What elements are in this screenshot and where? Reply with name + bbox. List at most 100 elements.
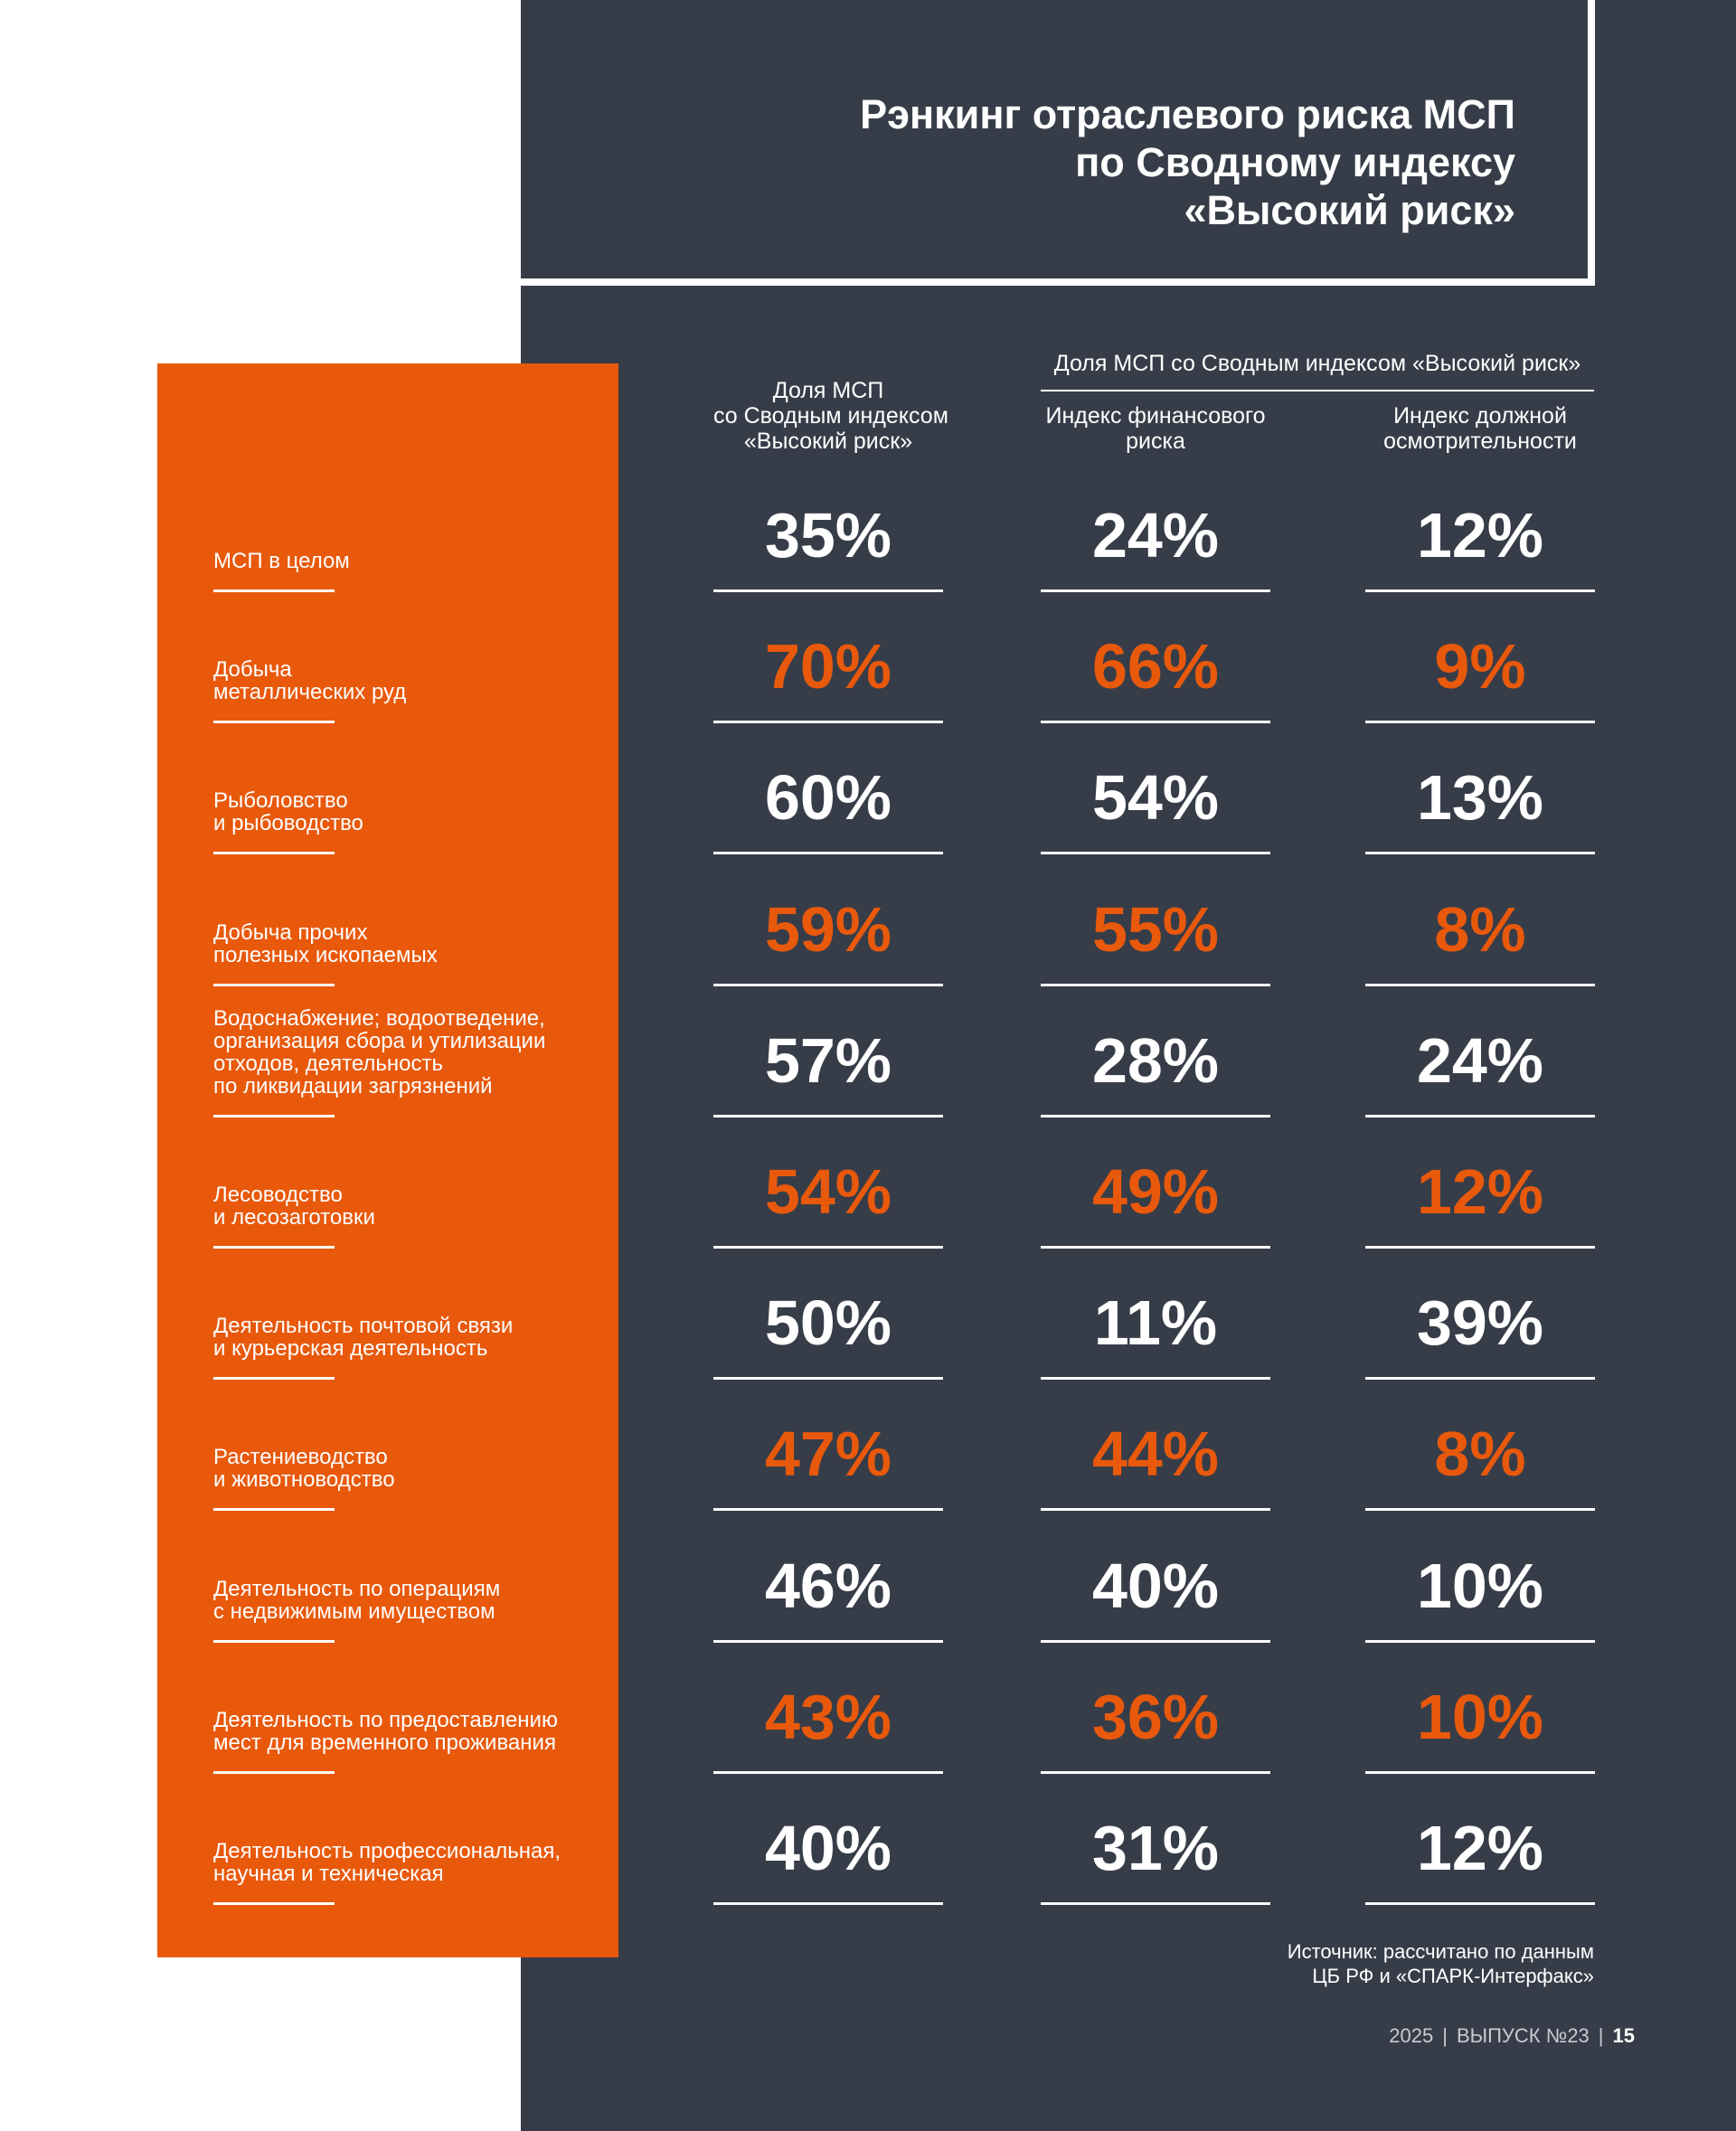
- industry-label-underline: [213, 1377, 335, 1381]
- due-diligence-value-cell: 24%: [1365, 991, 1595, 1117]
- title-line-2: по Сводному индексу: [1075, 139, 1515, 185]
- industry-label: Добыча прочих полезных ископаемых: [213, 921, 611, 966]
- column-header-financial-risk-line-1: Индекс финансового: [1045, 403, 1266, 429]
- column-header-due-diligence-line-1: Индекс должной: [1393, 403, 1567, 429]
- industry-label-line: Деятельность почтовой связи: [213, 1314, 514, 1339]
- share-value: 60%: [764, 762, 892, 834]
- share-value-cell: 43%: [713, 1647, 943, 1774]
- industry-label-line: Рыболовство: [213, 788, 348, 814]
- table-row: Добыча металлических руд 70% 66% 9%: [0, 592, 1736, 724]
- financial-risk-value: 31%: [1091, 1813, 1220, 1883]
- financial-risk-value: 36%: [1091, 1681, 1220, 1752]
- due-diligence-value: 8%: [1434, 893, 1526, 965]
- group-header: Доля МСП со Сводным индексом «Высокий ри…: [1041, 351, 1594, 376]
- footer-separator: |: [1442, 2024, 1448, 2047]
- footer-separator: |: [1598, 2024, 1604, 2047]
- industry-label: Водоснабжение; водоотведение, организация…: [213, 1007, 611, 1098]
- industry-label: Лесоводство и лесозаготовки: [213, 1183, 611, 1229]
- industry-label-line: Добыча прочих: [213, 919, 368, 945]
- industry-label: Деятельность профессиональная, научная и …: [213, 1840, 611, 1885]
- due-diligence-value: 12%: [1416, 500, 1544, 570]
- industry-label: Растениеводство и животноводство: [213, 1446, 611, 1491]
- industry-label-underline: [213, 1114, 335, 1117]
- due-diligence-value-cell: 8%: [1365, 1384, 1595, 1512]
- group-header-text: Доля МСП со Сводным индексом «Высокий ри…: [1053, 351, 1581, 376]
- dark-background-panel: [521, 0, 1736, 2131]
- due-diligence-value: 12%: [1416, 1813, 1544, 1883]
- industry-label-underline: [213, 1508, 335, 1512]
- table-row: Водоснабжение; водоотведение, организация…: [0, 986, 1736, 1117]
- industry-label-underline: [213, 1770, 335, 1774]
- column-header-financial-risk-line-2: риска: [1126, 429, 1185, 454]
- due-diligence-value-cell: 12%: [1365, 1122, 1595, 1249]
- financial-risk-value: 28%: [1091, 1024, 1220, 1096]
- industry-label-line: полезных ископаемых: [213, 942, 438, 967]
- due-diligence-value: 8%: [1434, 1419, 1526, 1490]
- due-diligence-value: 9%: [1434, 631, 1526, 702]
- share-value: 47%: [764, 1419, 892, 1490]
- industry-label: Деятельность по предоставлению мест для в…: [213, 1709, 611, 1754]
- due-diligence-value-cell: 10%: [1365, 1647, 1595, 1774]
- group-header-divider: [1041, 390, 1594, 391]
- industry-label-line: отходов, деятельность: [213, 1051, 444, 1076]
- share-value-cell: 40%: [713, 1778, 943, 1905]
- financial-risk-value-cell: 66%: [1041, 597, 1270, 724]
- industry-label-underline: [213, 983, 335, 986]
- industry-label: Добыча металлических руд: [213, 658, 611, 703]
- financial-risk-value: 66%: [1091, 631, 1220, 702]
- share-value: 35%: [764, 500, 892, 570]
- financial-risk-value-cell: 44%: [1041, 1384, 1270, 1512]
- table-row: МСП в целом 35% 24% 12%: [0, 461, 1736, 592]
- table-row: Деятельность по операциям с недвижимым им…: [0, 1512, 1736, 1643]
- share-value-cell: 59%: [713, 860, 943, 986]
- share-value-cell: 57%: [713, 991, 943, 1117]
- page-number: 15: [1612, 2024, 1635, 2047]
- source-line-1: Источник: рассчитано по данным: [1287, 1940, 1594, 1963]
- financial-risk-value: 54%: [1091, 762, 1220, 834]
- source-line-2: ЦБ РФ и «СПАРК-Интерфакс»: [1312, 1965, 1594, 1987]
- industry-label-underline: [213, 852, 335, 855]
- financial-risk-value: 40%: [1091, 1550, 1220, 1621]
- industry-label-line: с недвижимым имуществом: [213, 1598, 495, 1624]
- column-header-share-line-1: Доля МСП: [772, 378, 884, 403]
- financial-risk-value: 44%: [1091, 1419, 1220, 1490]
- due-diligence-value-cell: 39%: [1365, 1253, 1595, 1381]
- share-value-cell: 70%: [713, 597, 943, 724]
- financial-risk-value: 11%: [1093, 1287, 1218, 1359]
- financial-risk-value-cell: 31%: [1041, 1778, 1270, 1905]
- column-header-due-diligence: Индекс должной осмотрительности: [1347, 403, 1613, 454]
- financial-risk-value-cell: 11%: [1041, 1253, 1270, 1381]
- industry-label: Рыболовство и рыбоводство: [213, 789, 611, 834]
- due-diligence-value-cell: 12%: [1365, 466, 1595, 592]
- industry-label-line: металлических руд: [213, 680, 407, 705]
- industry-label-line: и курьерская деятельность: [213, 1336, 488, 1362]
- share-value-cell: 35%: [713, 466, 943, 592]
- financial-risk-value-cell: 40%: [1041, 1516, 1270, 1643]
- share-value: 40%: [764, 1813, 892, 1883]
- table-row: Рыболовство и рыбоводство 60% 54% 13%: [0, 723, 1736, 855]
- due-diligence-value-cell: 10%: [1365, 1516, 1595, 1643]
- table-row: Деятельность по предоставлению мест для в…: [0, 1643, 1736, 1774]
- column-header-share-line-3: «Высокий риск»: [743, 429, 913, 454]
- due-diligence-value: 10%: [1416, 1681, 1544, 1752]
- share-value: 46%: [764, 1550, 892, 1621]
- industry-label-line: Деятельность по операциям: [213, 1576, 501, 1601]
- share-value-cell: 47%: [713, 1384, 943, 1512]
- title-frame: Рэнкинг отраслевого риска МСП по Сводном…: [521, 0, 1595, 286]
- industry-label-line: научная и техническая: [213, 1862, 444, 1886]
- share-value-cell: 50%: [713, 1253, 943, 1381]
- industry-label-line: Водоснабжение; водоотведение,: [213, 1005, 545, 1031]
- industry-label-line: Добыча: [213, 657, 292, 683]
- financial-risk-value-cell: 28%: [1041, 991, 1270, 1117]
- financial-risk-value-cell: 24%: [1041, 466, 1270, 592]
- share-value: 43%: [764, 1681, 892, 1752]
- table-row: Деятельность почтовой связи и курьерская …: [0, 1249, 1736, 1381]
- table-row: Добыча прочих полезных ископаемых 59% 55% 8%: [0, 855, 1736, 986]
- industry-label-underline: [213, 721, 335, 724]
- industry-label: Деятельность почтовой связи и курьерская …: [213, 1315, 611, 1360]
- industry-label-line: и лесозаготовки: [213, 1205, 375, 1230]
- share-value: 59%: [764, 893, 892, 965]
- title-line-3: «Высокий риск»: [1184, 187, 1515, 233]
- industry-label-underline: [213, 589, 335, 592]
- industry-label: Деятельность по операциям с недвижимым им…: [213, 1578, 611, 1623]
